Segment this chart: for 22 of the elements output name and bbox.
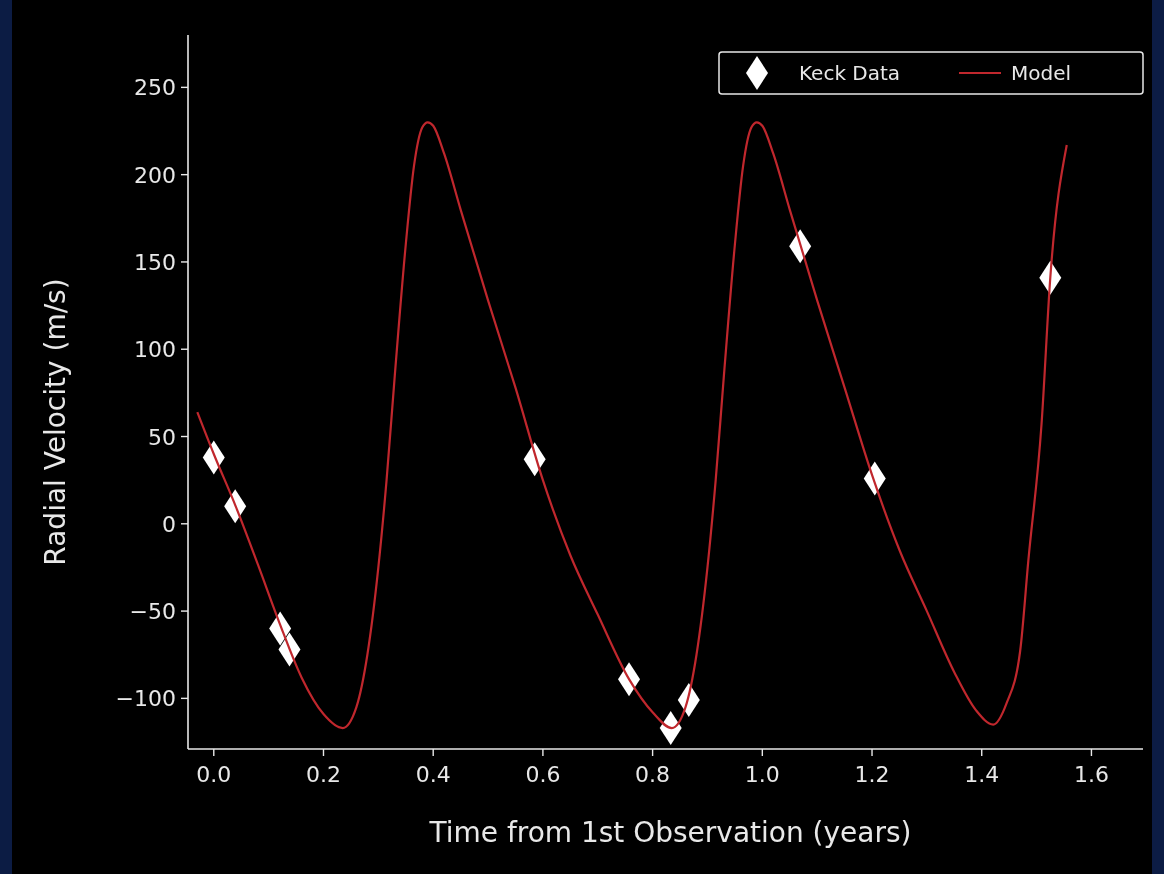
x-tick-label: 1.2 xyxy=(854,762,890,787)
legend-label: Model xyxy=(1011,61,1072,85)
y-tick-label: −50 xyxy=(129,599,176,625)
y-tick-label: −100 xyxy=(115,686,176,712)
x-tick-label: 1.4 xyxy=(964,762,1000,787)
x-tick-label: 0.0 xyxy=(196,762,232,787)
x-axis-title: Time from 1st Observation (years) xyxy=(428,816,912,849)
y-tick-label: 250 xyxy=(134,75,176,101)
y-tick-label: 200 xyxy=(134,162,176,188)
x-tick-label: 0.2 xyxy=(305,762,341,787)
x-tick-label: 1.6 xyxy=(1073,762,1109,787)
y-tick-label: 100 xyxy=(134,337,176,363)
y-tick-label: 150 xyxy=(134,249,176,275)
y-tick-label: 50 xyxy=(148,424,176,450)
x-tick-label: 0.8 xyxy=(635,762,671,787)
x-tick-label: 0.6 xyxy=(525,762,561,787)
x-tick-label: 1.0 xyxy=(744,762,780,787)
line-series xyxy=(196,121,1068,730)
legend-label: Keck Data xyxy=(799,61,901,85)
y-tick-label: 0 xyxy=(162,511,176,537)
x-tick-label: 0.4 xyxy=(415,762,451,787)
y-axis-title: Radial Velocity (m/s) xyxy=(39,278,72,566)
